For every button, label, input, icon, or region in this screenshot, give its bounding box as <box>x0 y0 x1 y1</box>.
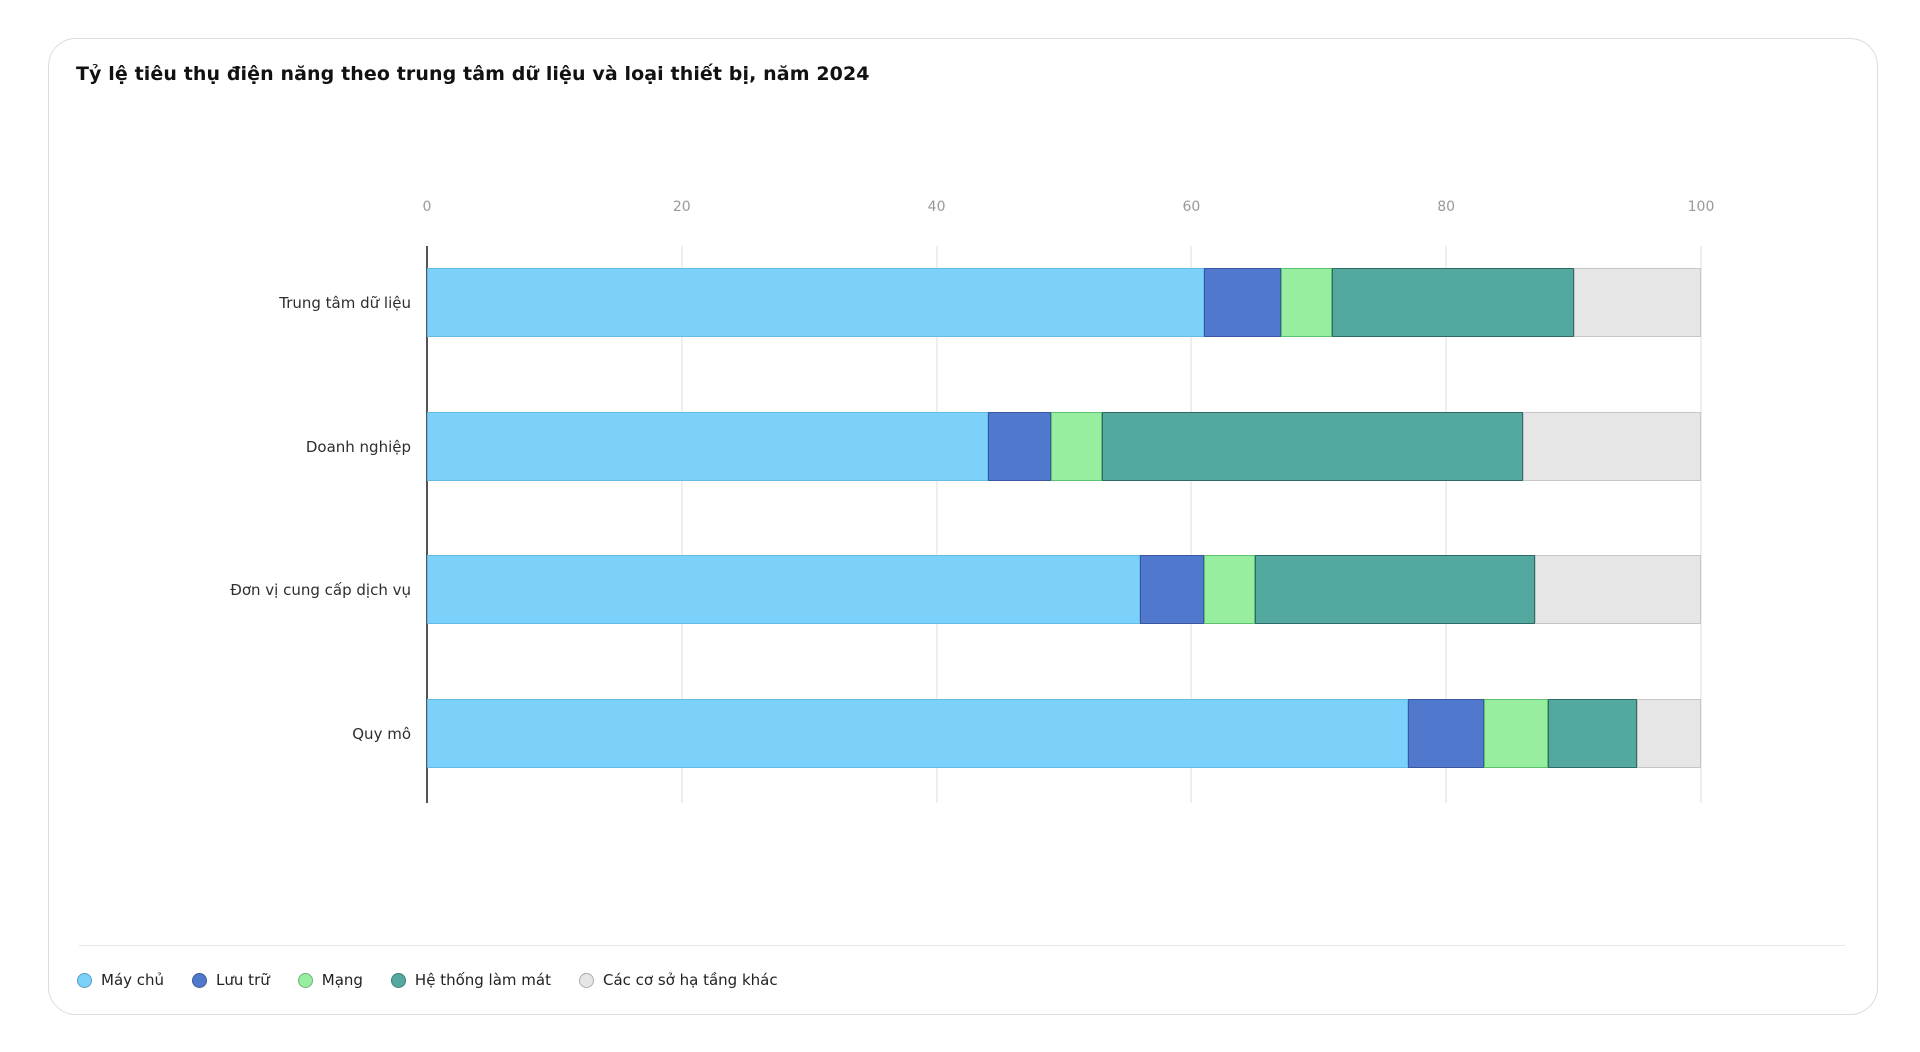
bar-segment[interactable] <box>1204 555 1256 624</box>
legend-swatch-icon <box>297 972 313 988</box>
bar-segment[interactable] <box>1051 412 1103 481</box>
bar-segment[interactable] <box>1407 699 1485 768</box>
bar-segment[interactable] <box>1140 555 1205 624</box>
gridline <box>936 246 938 803</box>
bar-row: Đơn vị cung cấp dịch vụ <box>230 555 1701 624</box>
legend-label: Lưu trữ <box>216 971 270 989</box>
bar-segment[interactable] <box>1484 699 1549 768</box>
legend-item[interactable]: Hệ thống làm mát <box>390 971 551 989</box>
gridline <box>1190 246 1192 803</box>
bar-segment[interactable] <box>427 268 1205 337</box>
legend-label: Các cơ sở hạ tầng khác <box>602 971 778 989</box>
legend-label: Hệ thống làm mát <box>414 971 551 989</box>
category-label: Doanh nghiệp <box>305 437 411 456</box>
legend: Máy chủ Lưu trữ Mạng Hệ thống làm mát Các cơ… <box>77 971 778 989</box>
bar-segment[interactable] <box>987 412 1052 481</box>
stacked-bar <box>427 699 1701 768</box>
category-label: Đơn vị cung cấp dịch vụ <box>230 580 411 599</box>
bar-segment[interactable] <box>1331 268 1574 337</box>
bar-row: Doanh nghiệp <box>306 412 1701 481</box>
bar-segment[interactable] <box>1102 412 1523 481</box>
x-tick-label: 80 <box>1437 199 1456 215</box>
category-label: Quy mô <box>352 724 411 743</box>
category-label: Trung tâm dữ liệu <box>279 293 411 312</box>
bar-segment[interactable] <box>1548 699 1638 768</box>
x-tick-label: 40 <box>927 199 946 215</box>
x-tick-label: 100 <box>1687 199 1715 215</box>
legend-swatch-icon <box>578 972 594 988</box>
x-tick-label: 60 <box>1182 199 1201 215</box>
bar-row: Trung tâm dữ liệu <box>279 268 1701 337</box>
bar-row: Quy mô <box>352 699 1701 768</box>
x-tick-label: 20 <box>672 199 691 215</box>
legend-item[interactable]: Máy chủ <box>77 971 164 989</box>
chart-card: Tỷ lệ tiêu thụ điện năng theo trung tâm … <box>48 38 1878 1015</box>
bar-segment[interactable] <box>1573 268 1701 337</box>
plot: Trung tâm dữ liệu Doanh nghiệp Đơn vị cung… <box>230 246 1702 803</box>
legend-item[interactable]: Lưu trữ <box>192 971 270 989</box>
gridline <box>681 246 683 803</box>
bar-segment[interactable] <box>427 555 1141 624</box>
bar-segment[interactable] <box>1637 699 1701 768</box>
gridline <box>1445 246 1447 803</box>
gridline <box>1700 246 1702 803</box>
bar-segment[interactable] <box>1204 268 1281 337</box>
legend-item[interactable]: Mạng <box>297 971 363 989</box>
legend-label: Máy chủ <box>101 971 165 989</box>
legend-swatch-icon <box>192 972 208 988</box>
legend-item[interactable]: Các cơ sở hạ tầng khác <box>578 971 778 989</box>
bar-segment[interactable] <box>1255 555 1536 624</box>
bar-segment[interactable] <box>427 412 988 481</box>
bar-segment[interactable] <box>1280 268 1332 337</box>
legend-swatch-icon <box>390 972 406 988</box>
chart-title: Tỷ lệ tiêu thụ điện năng theo trung tâm … <box>76 63 870 85</box>
stacked-bar <box>427 268 1701 337</box>
y-axis-line <box>426 246 428 803</box>
bar-segment[interactable] <box>1535 555 1701 624</box>
legend-label: Mạng <box>321 971 363 989</box>
bar-segment[interactable] <box>1522 412 1701 481</box>
stacked-bar <box>427 555 1701 624</box>
stacked-bar <box>427 412 1701 481</box>
x-tick-label: 0 <box>422 199 432 215</box>
legend-swatch-icon <box>77 972 92 988</box>
bar-segment[interactable] <box>427 699 1408 768</box>
legend-separator <box>79 945 1845 946</box>
x-axis-ticks: 0 20 40 60 80 100 <box>423 199 1715 221</box>
